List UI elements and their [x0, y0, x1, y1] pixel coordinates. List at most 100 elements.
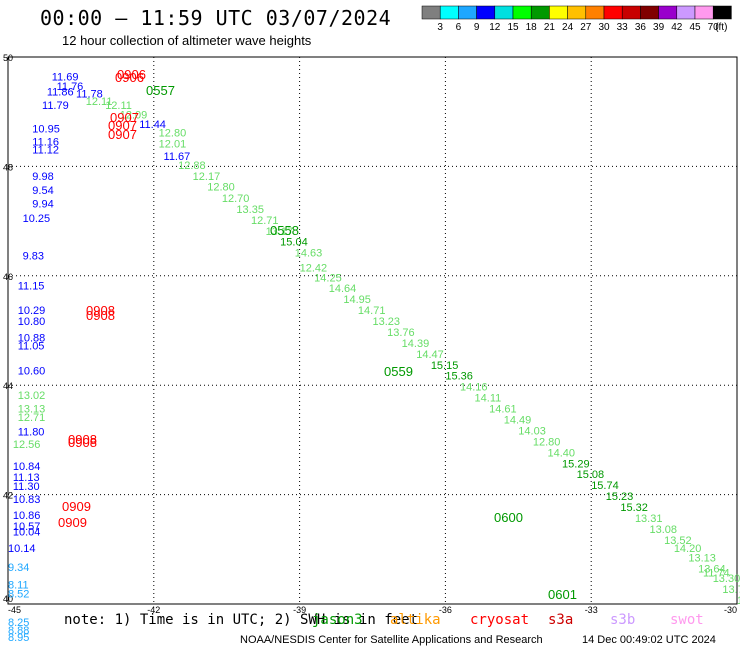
pass-time-label: 0559 — [384, 364, 413, 379]
latitude-tick-label: 44 — [3, 381, 13, 391]
pass-time-label: 0908 — [86, 303, 115, 318]
wave-height-label: 10.29 — [18, 305, 46, 317]
color-swatch — [676, 5, 696, 20]
wave-height-label: 11.44 — [139, 119, 166, 131]
color-scale-label: 30 — [598, 22, 610, 33]
wave-height-label: 9.98 — [32, 171, 53, 183]
color-scale-label: 3 — [437, 22, 443, 33]
color-swatch — [694, 5, 714, 20]
wave-height-label: 13.17 — [266, 226, 294, 238]
longitude-tick-label: -45 — [8, 605, 21, 615]
latitude-tick-label: 42 — [3, 491, 13, 501]
wave-height-label: 12.01 — [159, 138, 187, 150]
pass-time-label: 0600 — [494, 510, 523, 525]
wave-height-label: 14.11 — [475, 393, 502, 405]
color-scale-label: 39 — [653, 22, 665, 33]
wave-height-label: 11.13 — [13, 472, 40, 484]
wave-height-label: 12.56 — [13, 439, 41, 451]
longitude-tick-label: -30 — [724, 605, 737, 615]
color-scale-label: 33 — [617, 22, 629, 33]
wave-height-label: 13.23 — [373, 316, 401, 328]
wave-height-label: 12.80 — [533, 436, 561, 448]
color-scale-label: 70 — [708, 22, 720, 33]
wave-height-label: 11.86 — [47, 86, 74, 98]
wave-height-label: 12.80 — [207, 181, 235, 193]
color-scale-label: 6 — [456, 22, 462, 33]
wave-height-label: 15.08 — [577, 469, 605, 481]
color-scale-label: 45 — [689, 22, 701, 33]
axis-tick-labels: -45 -42 -39 -36 -33 -30 50 48 46 44 42 40 — [3, 53, 737, 615]
wave-height-label: 15.04 — [280, 237, 308, 249]
wave-height-label: 12.11 — [86, 96, 113, 108]
color-scale-legend: 3 6 9 12 15 18 21 24 27 30 33 36 39 42 45 70(ft) — [421, 5, 732, 33]
wave-height-label: 12.17 — [193, 171, 221, 183]
longitude-tick-label: -42 — [147, 605, 160, 615]
color-swatch — [658, 5, 678, 20]
wave-height-label: 12.71 — [251, 215, 279, 227]
wave-height-label: 9.54 — [32, 185, 53, 197]
color-swatch — [439, 5, 459, 20]
page-title: 00:00 – 11:59 UTC 03/07/2024 — [40, 6, 392, 30]
footer-note: note: 1) Time is in UTC; 2) SWH is in fe… — [64, 612, 419, 628]
longitude-tick-label: -36 — [439, 605, 452, 615]
pass-time-label: 0907 — [108, 118, 137, 133]
wave-height-label: 12.88 — [178, 160, 206, 172]
pass-time-label: 0907 — [110, 110, 139, 125]
color-swatch — [549, 5, 568, 20]
wave-height-label: 14.71 — [358, 305, 386, 317]
map-gridlines — [8, 57, 737, 604]
wave-height-label: 13.31 — [635, 513, 663, 525]
wave-height-label: 11.16 — [32, 137, 59, 149]
wave-height-label: 8.25 — [8, 617, 29, 629]
wave-height-label: 11.30 — [13, 481, 40, 493]
wave-height-label: 15.36 — [445, 371, 473, 383]
wave-height-label: 13.02 — [18, 390, 46, 402]
color-swatch — [712, 5, 732, 20]
color-scale-unit: (ft) — [715, 22, 727, 33]
wave-height-label: 15.32 — [620, 502, 648, 514]
wave-height-label: 13.76 — [722, 584, 740, 596]
color-scale-label: 27 — [580, 22, 592, 33]
color-swatch — [603, 5, 623, 20]
wave-height-label: 13.08 — [650, 524, 678, 536]
longitude-tick-label: -33 — [585, 605, 598, 615]
wave-height-label: 11.78 — [76, 88, 103, 100]
wave-height-label: 11.80 — [18, 427, 45, 439]
color-swatch — [476, 5, 496, 20]
color-scale-label: 42 — [671, 22, 683, 33]
color-swatch — [567, 5, 587, 20]
wave-height-label: 9.83 — [23, 250, 44, 262]
wave-height-label: 11.69 — [52, 72, 79, 84]
wave-height-label: 15.15 — [431, 360, 459, 372]
wave-height-label: 11.79 — [42, 100, 69, 112]
wave-height-label: 10.25 — [23, 213, 51, 225]
wave-height-label: 10.60 — [18, 365, 46, 377]
color-scale-label: 36 — [635, 22, 647, 33]
footer-timestamp: 14 Dec 00:49:02 UTC 2024 — [582, 634, 716, 646]
latitude-tick-label: 50 — [3, 53, 13, 63]
color-scale-label: 15 — [507, 22, 519, 33]
color-swatch — [512, 5, 532, 20]
wave-height-label: 13.76 — [387, 327, 415, 339]
pass-time-label: 0558 — [270, 223, 299, 238]
wave-height-label: 9.94 — [32, 198, 53, 210]
pass-time-label: 0557 — [146, 83, 175, 98]
latitude-tick-label: 48 — [3, 162, 13, 172]
wave-height-label: 13.30 — [713, 573, 740, 585]
color-scale-label: 12 — [489, 22, 501, 33]
wave-height-label: 13.13 — [688, 552, 716, 564]
wave-height-label: 12.11 — [105, 100, 132, 112]
wave-height-label: 14.47 — [416, 349, 444, 361]
satellite-legend-jason3: jason3 — [312, 612, 363, 628]
wave-height-label: 13.52 — [664, 535, 692, 547]
wave-height-label: 10.57 — [13, 521, 41, 533]
wave-height-label: 10.83 — [13, 494, 41, 506]
wave-height-label: 14.20 — [674, 543, 702, 555]
wave-height-label: 8.11 — [8, 580, 29, 592]
latitude-tick-label: 46 — [3, 272, 13, 282]
wave-height-label: 13.13 — [18, 404, 46, 416]
color-swatch — [530, 5, 550, 20]
pass-time-label: 0601 — [548, 587, 577, 602]
